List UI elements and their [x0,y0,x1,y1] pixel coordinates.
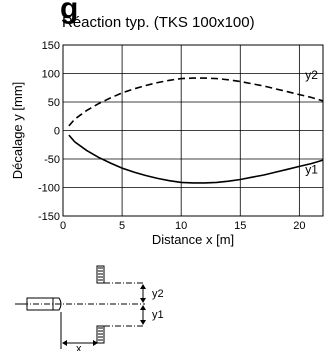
chart: g Réaction typ. (TKS 100x100) 0 5 10 15 20 -1… [10,0,324,247]
x-tick-label: 10 [175,220,187,232]
reflector-upper-hatch [98,267,103,281]
y-tick-label: -150 [38,211,60,223]
reflector-lower-hatch [98,327,103,341]
y-tick-label: -50 [44,154,60,166]
y-tick-label: -100 [38,183,60,195]
chart-title: Réaction typ. (TKS 100x100) [62,14,255,31]
sensor-body [26,297,54,311]
x-axis-label: Distance x [m] [152,232,234,247]
series-line-y2 [68,77,324,127]
x-arrows [62,340,98,346]
y1-arrows [140,305,146,325]
x-tick-label: 20 [293,220,305,232]
y-axis-label: Décalage y [mm] [10,82,25,180]
series-label-y2: y2 [305,68,318,82]
x-tick-label: 15 [234,220,246,232]
y2-arrows [140,284,146,303]
y1-label: y1 [152,309,164,321]
plot-frame [62,44,324,217]
series-layer [68,77,324,184]
series-line-y1 [68,134,324,184]
grid [63,45,323,216]
x-tick-label: 5 [119,220,125,232]
y-tick-label: 150 [42,40,60,52]
x-tick-label: 0 [60,220,66,232]
reflector-upper [96,265,105,284]
heading-fragment: g [60,0,78,25]
y-tick-label: 0 [54,126,60,138]
series-label-y1: y1 [305,162,318,176]
y-tick-label: 100 [42,69,60,81]
y2-label: y2 [152,288,164,300]
y-tick-label: 50 [48,97,60,109]
reflector-lower [96,325,105,344]
sensor-lens [52,297,62,311]
x-label: x [76,343,82,351]
tick-labels: 0 5 10 15 20 -150 -100 -50 0 50 100 150 [38,40,306,232]
